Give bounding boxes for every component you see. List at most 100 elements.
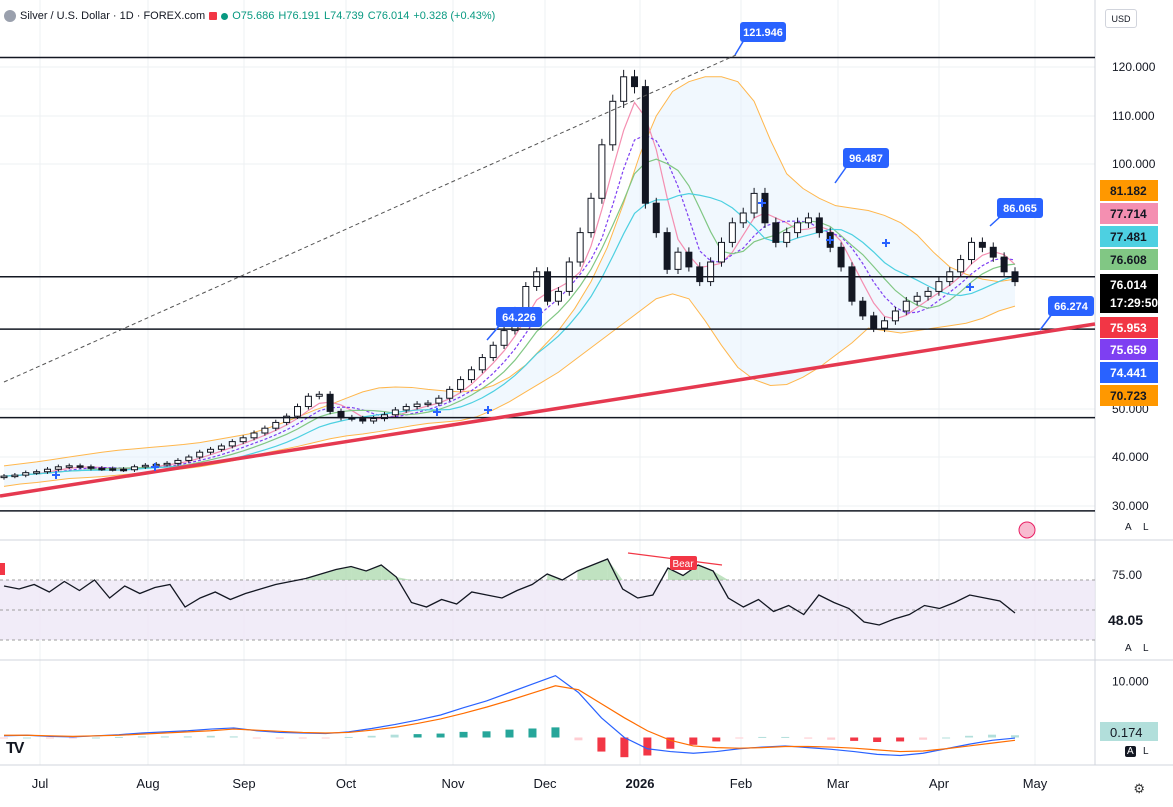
candle-body <box>43 468 51 473</box>
candle-body <box>141 464 149 468</box>
callout-pointer <box>486 324 501 341</box>
rsi-auto-scale-button[interactable]: A <box>1125 643 1132 654</box>
symbol-legend[interactable]: Silver / U.S. Dollar · 1D · FOREX.com O7… <box>4 10 495 22</box>
price-tick-label: 30.000 <box>1112 499 1149 513</box>
candle-body <box>207 448 215 453</box>
high-value: H76.191 <box>278 10 320 22</box>
axis-pane: 120.000110.000100.00050.00040.00030.0007… <box>32 60 1156 791</box>
macd-histogram-bar <box>689 737 698 745</box>
macd-histogram-bar <box>160 736 169 738</box>
price-label-box <box>1100 249 1158 270</box>
macd-histogram-bar <box>45 737 54 739</box>
macd-histogram-bar <box>597 737 606 752</box>
candle-body <box>533 271 541 287</box>
macd-histogram-bar <box>919 737 928 740</box>
macd-log-scale-button[interactable]: L <box>1143 746 1149 757</box>
market-status-icon <box>209 12 218 20</box>
signal-plus-icon <box>484 406 492 414</box>
callout-label: 121.946 <box>743 27 783 39</box>
price-label-box <box>1100 317 1158 338</box>
candle-body <box>261 427 269 434</box>
candle-body <box>402 406 410 411</box>
candle-body <box>391 409 399 416</box>
macd-histogram-bar <box>850 737 859 741</box>
candle-body <box>0 475 8 479</box>
candle-body <box>728 222 736 243</box>
currency-selector[interactable]: USD <box>1105 9 1137 28</box>
macd-histogram-bar <box>666 737 675 749</box>
candle-body <box>641 86 649 204</box>
live-dot-icon <box>221 12 229 20</box>
candle-body <box>185 456 193 461</box>
signal-plus-icon <box>52 471 60 479</box>
callout-label: 64.226 <box>502 312 536 324</box>
time-axis-label: May <box>1023 776 1048 791</box>
rsi-log-scale-button[interactable]: L <box>1143 643 1149 654</box>
callout-box <box>843 148 889 168</box>
signal-plus-icon <box>433 408 441 416</box>
macd-line <box>3 674 1016 757</box>
candle-body <box>924 290 932 297</box>
macd-histogram-bar <box>735 737 744 739</box>
rsi-value: 48.05 <box>1108 612 1143 628</box>
candle-body <box>174 459 182 464</box>
candle-body <box>881 320 889 329</box>
price-tick-label: 120.000 <box>1112 60 1156 74</box>
candle-body <box>196 451 204 458</box>
candle-body <box>663 232 671 270</box>
candle-body <box>33 471 41 474</box>
macd-histogram-bar <box>321 737 330 739</box>
signal-plus-icon <box>882 239 890 247</box>
macd-histogram-bar <box>68 737 77 739</box>
candle-body <box>424 402 432 406</box>
candle-body <box>815 217 823 234</box>
macd-histogram-bar <box>620 737 629 758</box>
candle-body <box>120 468 128 472</box>
rsi-overbought-fill <box>366 565 382 580</box>
symbol-title: Silver / U.S. Dollar · 1D · FOREX.com <box>20 10 206 22</box>
settings-gear-icon[interactable]: ⚙ <box>1133 781 1145 796</box>
callout-pointer <box>734 39 745 56</box>
macd-histogram-bar <box>942 737 951 739</box>
macd-histogram-bar <box>367 735 376 738</box>
low-value: L74.739 <box>324 10 364 22</box>
candle-body <box>620 76 628 102</box>
rsi-overbought-fill <box>592 559 608 580</box>
ma-pink-line <box>3 101 1016 477</box>
event-flag-icon <box>1018 521 1036 539</box>
candle-body <box>696 266 704 283</box>
macd-histogram-bar <box>390 734 399 738</box>
price-label-box <box>1100 385 1158 406</box>
log-scale-button[interactable]: L <box>1143 522 1149 533</box>
bear-label: Bear <box>672 559 694 570</box>
candle-body <box>631 76 639 88</box>
macd-histogram-bar <box>114 736 123 738</box>
macd-tick-label: 10.000 <box>1112 674 1149 688</box>
macd-histogram-bar <box>91 737 100 739</box>
macd-histogram-bar <box>459 731 468 738</box>
macd-auto-scale-button[interactable]: A <box>1125 746 1136 757</box>
callout-pointer <box>1039 313 1053 331</box>
signal-plus-icon <box>826 236 834 244</box>
candle-body <box>783 232 791 243</box>
bollinger-upper-line <box>3 76 1016 467</box>
auto-scale-button[interactable]: A <box>1125 522 1132 533</box>
macd-histogram-bar <box>827 737 836 740</box>
rsi-edge-marker <box>0 563 5 575</box>
macd-histogram-bar <box>137 736 146 738</box>
candle-body <box>761 192 769 224</box>
macd-histogram-bar <box>344 736 353 738</box>
candle-body <box>902 300 910 312</box>
macd-signal-line <box>4 685 1016 753</box>
rsi-overbought-fill <box>335 566 352 580</box>
candle-body <box>337 410 345 419</box>
price-label-text: 75.659 <box>1110 343 1147 357</box>
price-tick-label: 40.000 <box>1112 450 1149 464</box>
macd-histogram-bar <box>298 737 307 739</box>
macd-histogram-bar <box>183 736 192 738</box>
time-axis-label: Jul <box>32 776 49 791</box>
bollinger-band-fill <box>4 76 1015 487</box>
candle-body <box>848 266 856 302</box>
callout-box <box>997 198 1043 218</box>
